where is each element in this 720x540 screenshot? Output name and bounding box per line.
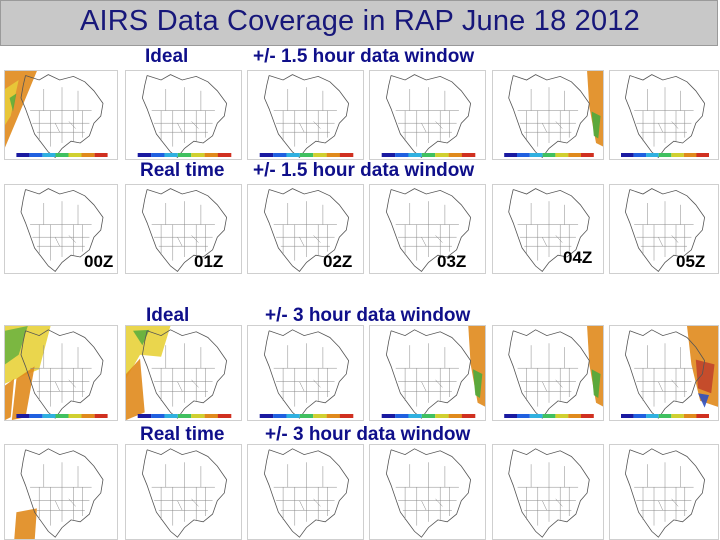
coverage-map-r2-c3 bbox=[247, 184, 364, 274]
coverage-map-r1-c6 bbox=[609, 70, 719, 160]
time-label-02z: 02Z bbox=[323, 252, 353, 271]
time-label-01z: 01Z bbox=[194, 252, 224, 271]
map-graphic bbox=[137, 74, 232, 158]
row1-label-left: Ideal bbox=[145, 46, 189, 67]
map-graphic bbox=[5, 71, 108, 158]
map-graphic bbox=[381, 326, 485, 419]
coverage-map-r4-c1 bbox=[4, 444, 118, 540]
map-graphic bbox=[259, 329, 354, 419]
map-graphic bbox=[141, 188, 228, 272]
map-graphic bbox=[263, 448, 350, 538]
coverage-map-r2-c2 bbox=[125, 184, 242, 274]
row2-label-left: Real time bbox=[140, 160, 225, 181]
map-graphic bbox=[504, 71, 603, 158]
row2-label-right: +/- 1.5 hour data window bbox=[253, 160, 475, 181]
map-graphic bbox=[126, 326, 232, 420]
time-label-05z: 05Z bbox=[676, 252, 706, 271]
coverage-map-r2-c6 bbox=[609, 184, 719, 274]
time-label-03z: 03Z bbox=[437, 252, 467, 271]
map-graphic bbox=[141, 448, 228, 538]
coverage-map-r1-c2 bbox=[125, 70, 242, 160]
map-graphic bbox=[621, 74, 709, 158]
map-graphic bbox=[624, 448, 706, 538]
coverage-map-r1-c1 bbox=[4, 70, 118, 160]
row3-label-right: +/- 3 hour data window bbox=[265, 305, 471, 326]
coverage-map-r3-c3 bbox=[247, 325, 364, 421]
coverage-map-r3-c2 bbox=[125, 325, 242, 421]
time-label-04z: 04Z bbox=[563, 248, 593, 267]
map-graphic bbox=[5, 326, 108, 420]
coverage-map-r3-c6 bbox=[609, 325, 719, 421]
page-title: AIRS Data Coverage in RAP June 18 2012 bbox=[79, 5, 641, 37]
map-graphic bbox=[14, 448, 104, 539]
coverage-map-r3-c5 bbox=[492, 325, 604, 421]
coverage-map-r1-c4 bbox=[369, 70, 486, 160]
coverage-map-r4-c3 bbox=[247, 444, 364, 540]
map-graphic bbox=[263, 188, 350, 272]
map-graphic bbox=[381, 74, 476, 158]
map-graphic bbox=[508, 448, 590, 538]
map-graphic bbox=[624, 188, 706, 272]
map-graphic bbox=[259, 74, 354, 158]
row3-label-left: Ideal bbox=[146, 305, 190, 326]
coverage-map-r4-c6 bbox=[609, 444, 719, 540]
coverage-map-r2-c1 bbox=[4, 184, 118, 274]
coverage-map-r4-c2 bbox=[125, 444, 242, 540]
map-graphic bbox=[504, 326, 603, 419]
coverage-map-r4-c4 bbox=[369, 444, 486, 540]
row4-label-left: Real time bbox=[140, 424, 225, 445]
row4-label-right: +/- 3 hour data window bbox=[265, 424, 471, 445]
map-graphic bbox=[20, 188, 104, 272]
map-graphic bbox=[385, 188, 472, 272]
coverage-map-r1-c5 bbox=[492, 70, 604, 160]
time-label-00z: 00Z bbox=[84, 252, 114, 271]
map-graphic bbox=[621, 326, 718, 419]
coverage-map-r2-c5 bbox=[492, 184, 604, 274]
map-graphic bbox=[385, 448, 472, 538]
coverage-map-r2-c4 bbox=[369, 184, 486, 274]
map-graphic bbox=[508, 188, 590, 272]
title-bar: AIRS Data Coverage in RAP June 18 2012 bbox=[0, 0, 718, 46]
coverage-map-r1-c3 bbox=[247, 70, 364, 160]
row1-label-right: +/- 1.5 hour data window bbox=[253, 46, 475, 67]
coverage-map-r3-c4 bbox=[369, 325, 486, 421]
coverage-map-r3-c1 bbox=[4, 325, 118, 421]
coverage-map-r4-c5 bbox=[492, 444, 604, 540]
